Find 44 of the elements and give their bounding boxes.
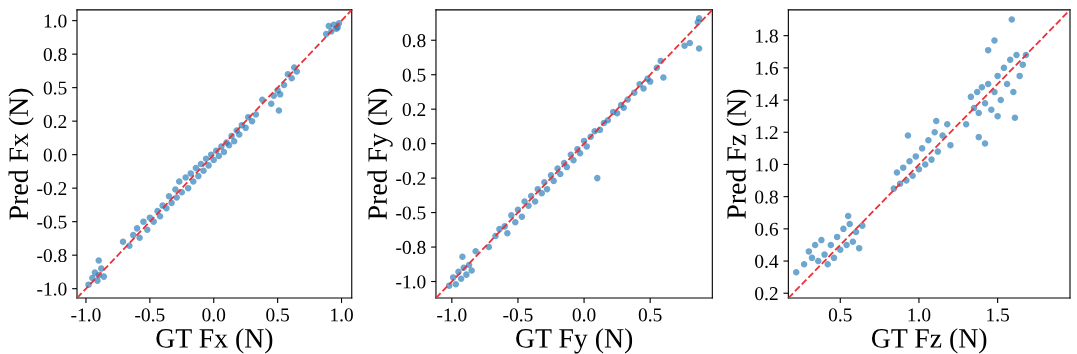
- x-tick-label: 0.0: [202, 308, 226, 322]
- x-axis-title: GT Fz (N): [871, 328, 987, 354]
- x-tick-label: 1.0: [331, 308, 353, 322]
- y-axis-title: Pred Fx (N): [8, 88, 34, 220]
- y-tick-label: 1.8: [756, 29, 778, 43]
- y-tick-label: 1.4: [756, 93, 779, 108]
- x-tick-label: -0.5: [135, 308, 165, 322]
- y-tick-label: -1.0: [37, 282, 67, 296]
- y-tick-label: 0.0: [402, 137, 426, 151]
- y-tick-label: 0.6: [755, 222, 779, 236]
- y-tick-label: 0.5: [43, 81, 67, 95]
- y-tick-label: 1.0: [756, 158, 778, 172]
- y-tick-label: 0.5: [402, 68, 426, 82]
- y-tick-label: 1.2: [756, 126, 778, 140]
- y-tick-label: 0.8: [43, 47, 67, 62]
- y-tick-label: 1.6: [756, 61, 779, 75]
- x-tick-label: 1.0: [908, 308, 931, 322]
- y-tick-label: -1.0: [396, 275, 426, 289]
- y-tick-label: 0.0: [43, 148, 67, 162]
- x-tick-label: -0.5: [503, 308, 533, 322]
- x-tick-label: 0.5: [266, 308, 290, 322]
- y-axis-title: Pred Fy (N): [367, 88, 393, 220]
- x-tick-label: 0.0: [572, 308, 596, 322]
- y-tick-label: -0.5: [396, 206, 426, 220]
- y-tick-label: 0.2: [43, 114, 67, 129]
- y-tick-label: 0.8: [755, 190, 778, 204]
- x-tick-label: 1.5: [987, 308, 1010, 322]
- x-tick-label: 0.5: [638, 308, 662, 322]
- x-axis-title: GT Fy (N): [516, 328, 633, 354]
- y-axis-title: Pred Fz (N): [726, 89, 752, 219]
- y-tick-label: -0.2: [396, 171, 426, 186]
- y-tick-label: 0.8: [402, 34, 426, 48]
- y-tick-label: -0.8: [37, 249, 67, 263]
- y-tick-label: -0.2: [37, 181, 67, 196]
- y-tick-label: 0.2: [402, 103, 426, 117]
- x-axis-title: GT Fx (N): [156, 328, 273, 354]
- y-tick-label: 0.2: [755, 287, 778, 301]
- y-tick-label: -0.5: [37, 215, 67, 229]
- y-tick-label: -0.8: [396, 240, 426, 255]
- y-tick-label: 0.4: [755, 254, 779, 269]
- x-tick-label: -1.0: [437, 308, 467, 322]
- x-tick-label: -1.0: [71, 308, 101, 322]
- x-tick-label: 0.5: [828, 308, 852, 322]
- y-tick-label: 1.0: [44, 14, 67, 28]
